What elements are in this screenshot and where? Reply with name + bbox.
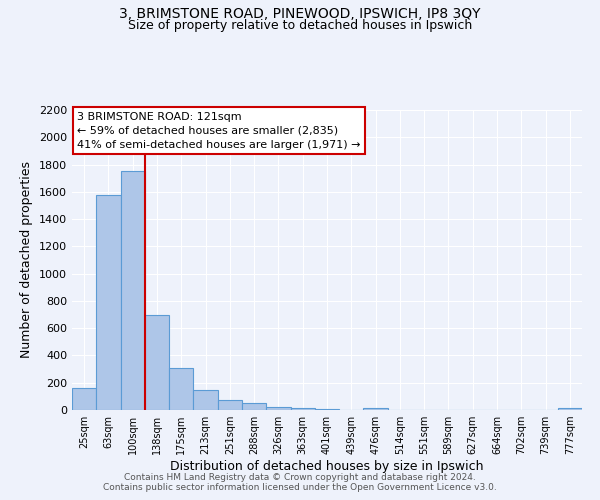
Text: Contains public sector information licensed under the Open Government Licence v3: Contains public sector information licen… (103, 483, 497, 492)
Y-axis label: Number of detached properties: Number of detached properties (20, 162, 34, 358)
Bar (169, 368, 193, 410)
Text: 3 BRIMSTONE ROAD: 121sqm
← 59% of detached houses are smaller (2,835)
41% of sem: 3 BRIMSTONE ROAD: 121sqm ← 59% of detach… (77, 112, 361, 150)
Bar (364, 408, 388, 410)
Bar (242, 403, 266, 410)
Bar (218, 400, 242, 410)
Text: Size of property relative to detached houses in Ipswich: Size of property relative to detached ho… (128, 18, 472, 32)
Bar (121, 172, 145, 410)
X-axis label: Distribution of detached houses by size in Ipswich: Distribution of detached houses by size … (170, 460, 484, 473)
Bar (193, 390, 218, 410)
Text: 3, BRIMSTONE ROAD, PINEWOOD, IPSWICH, IP8 3QY: 3, BRIMSTONE ROAD, PINEWOOD, IPSWICH, IP… (119, 8, 481, 22)
Bar (266, 406, 290, 410)
Bar (290, 408, 315, 410)
Bar (72, 388, 96, 410)
Bar (315, 408, 339, 410)
Bar (145, 314, 169, 410)
Bar (558, 408, 582, 410)
Bar (96, 194, 121, 410)
Text: Contains HM Land Registry data © Crown copyright and database right 2024.: Contains HM Land Registry data © Crown c… (124, 473, 476, 482)
